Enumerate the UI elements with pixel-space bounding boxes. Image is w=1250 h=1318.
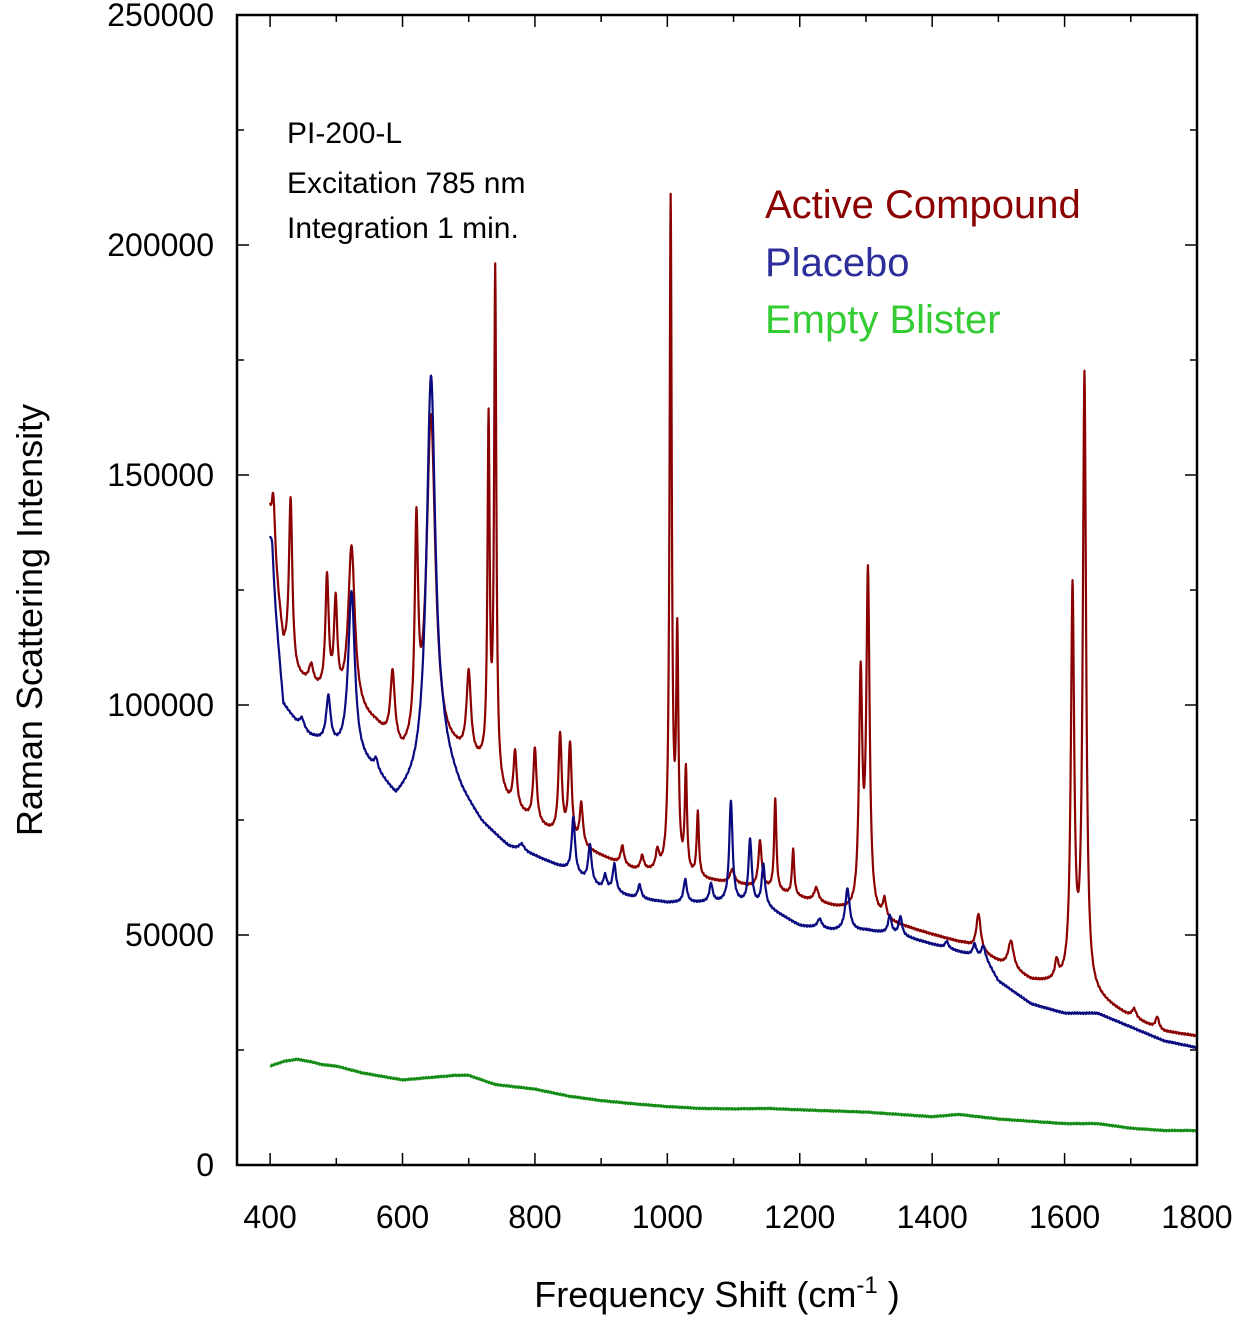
series-layer [269, 192, 1199, 1133]
annotation-line-2: Excitation 785 nm [287, 167, 525, 200]
ticks-layer: 400 600 800 1000 1200 1400 1600 1800 0 50000 10000… [107, 0, 1232, 1235]
x-axis-title-tail: ) [878, 1274, 900, 1315]
y-tick-label: 50000 [125, 917, 214, 953]
x-axis-title-main: Frequency Shift (cm [534, 1274, 856, 1315]
legend-entry-active-compound: Active Compound [765, 183, 1081, 227]
x-tick-label: 1000 [632, 1199, 703, 1235]
x-axis-title: Frequency Shift (cm-1 ) [534, 1272, 899, 1315]
y-tick-label: 250000 [107, 0, 214, 33]
annotation-line-1: PI-200-L [287, 117, 402, 150]
x-tick-label: 600 [376, 1199, 429, 1235]
y-axis-title: Raman Scattering Intensity [9, 404, 50, 836]
x-tick-label: 800 [508, 1199, 561, 1235]
annotation-line-3: Integration 1 min. [287, 212, 519, 245]
x-axis-title-superscript: -1 [856, 1272, 877, 1299]
x-tick-label: 400 [243, 1199, 296, 1235]
legend-entry-placebo: Placebo [765, 241, 910, 285]
y-tick-label: 150000 [107, 457, 214, 493]
series-line-active-compound [269, 192, 1199, 1038]
y-tick-label: 0 [196, 1147, 214, 1183]
series-line-placebo [269, 374, 1198, 1050]
y-tick-label: 100000 [107, 687, 214, 723]
series-line-empty-blister [269, 1057, 1198, 1133]
x-tick-label: 1800 [1161, 1199, 1232, 1235]
x-tick-label: 1400 [897, 1199, 968, 1235]
legend-entry-empty-blister: Empty Blister [765, 298, 1001, 342]
instrument-annotation: PI-200-L Excitation 785 nm Integration 1… [287, 117, 525, 245]
x-tick-label: 1600 [1029, 1199, 1100, 1235]
x-tick-label: 1200 [764, 1199, 835, 1235]
y-tick-label: 200000 [107, 227, 214, 263]
legend: Active Compound Placebo Empty Blister [765, 183, 1081, 342]
